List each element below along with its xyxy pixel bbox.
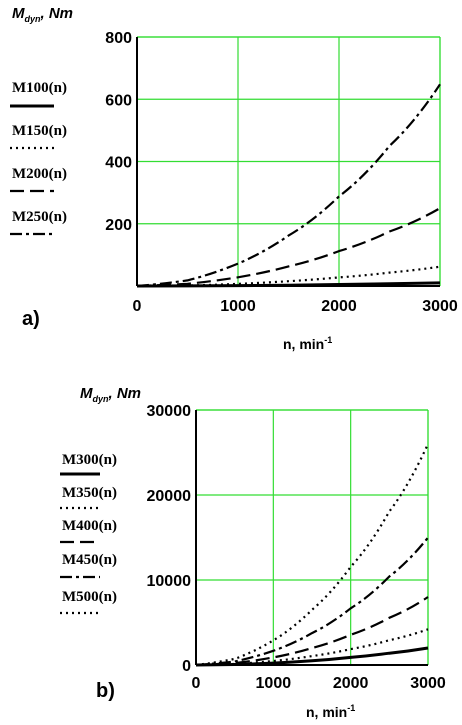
legend-label: M450(n) <box>62 552 117 568</box>
chart-a-legend: M100(n) M150(n) M200(n) M250(n) <box>10 80 67 236</box>
y-tick-label: 10000 <box>147 573 192 590</box>
chart-b-yticks: 0 10000 20000 30000 <box>147 403 192 675</box>
chart-b-xticks: 0 1000 2000 3000 <box>192 675 446 692</box>
chart-a-xticks: 0 1000 2000 3000 <box>133 298 458 315</box>
x-tick-label: 3000 <box>410 675 446 692</box>
legend-label: M250(n) <box>12 209 67 225</box>
series-line-m250n <box>136 83 441 288</box>
legend-label: M150(n) <box>12 123 67 139</box>
x-tick-label: 2000 <box>333 675 369 692</box>
chart-a: Mdyn, Nm 200 400 600 800 0 1000 2000 3000 M100… <box>10 5 458 352</box>
x-tick-label: 0 <box>192 675 201 692</box>
chart-a-grid <box>136 36 441 286</box>
chart-b-legend: M300(n) M350(n) M400(n) M450(n) M500(n) <box>60 452 117 615</box>
y-tick-label: 200 <box>105 217 132 234</box>
series-line-m300n <box>195 646 429 667</box>
series-line-m450n <box>195 536 429 667</box>
legend-label: M400(n) <box>62 518 117 534</box>
y-tick-label: 30000 <box>147 403 192 420</box>
series-line-m100n <box>136 281 441 288</box>
y-tick-label: 600 <box>105 92 132 109</box>
chart-a-series-group <box>136 83 441 288</box>
series-line-m200n <box>136 207 441 288</box>
chart-b-series-group <box>195 443 429 667</box>
chart-a-ylabel: Mdyn, Nm <box>12 5 73 24</box>
chart-b-xlabel: n, min-1 <box>306 703 355 720</box>
chart-a-panel-label: a) <box>22 308 40 330</box>
x-tick-label: 2000 <box>321 298 357 315</box>
legend-label: M100(n) <box>12 80 67 96</box>
chart-a-yticks: 200 400 600 800 <box>105 30 132 234</box>
chart-b-panel-label: b) <box>96 680 115 702</box>
chart-b-ylabel: Mdyn, Nm <box>80 385 141 404</box>
series-line-m400n <box>195 596 429 667</box>
y-tick-label: 0 <box>182 658 191 675</box>
legend-label: M350(n) <box>62 485 117 501</box>
y-tick-label: 400 <box>105 155 132 172</box>
legend-label: M200(n) <box>12 166 67 182</box>
y-tick-label: 800 <box>105 30 132 47</box>
x-tick-label: 1000 <box>220 298 256 315</box>
y-tick-label: 20000 <box>147 488 192 505</box>
x-tick-label: 0 <box>133 298 142 315</box>
series-line-m150n <box>136 265 441 288</box>
chart-a-xlabel: n, min-1 <box>283 335 332 352</box>
chart-b-grid <box>195 409 429 666</box>
x-tick-label: 1000 <box>256 675 292 692</box>
legend-label: M500(n) <box>62 589 117 605</box>
x-tick-label: 3000 <box>422 298 458 315</box>
series-line-m500n <box>195 443 429 667</box>
chart-b-axes <box>195 410 428 666</box>
legend-label: M300(n) <box>62 452 117 468</box>
